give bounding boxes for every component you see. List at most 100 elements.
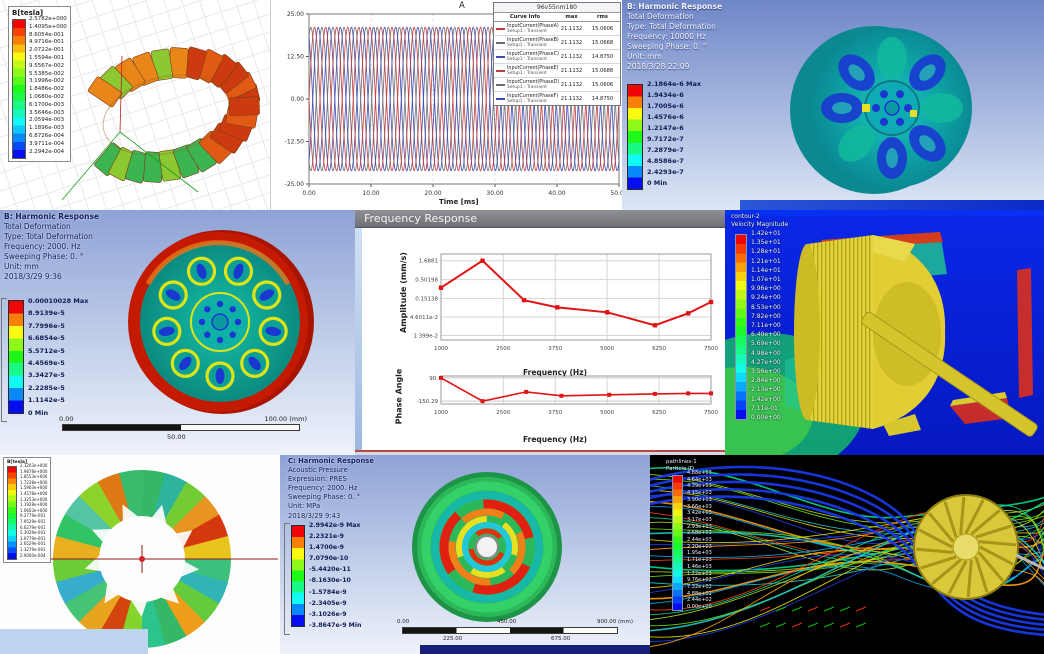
colorbar-value: 5.3029e-001	[20, 530, 46, 536]
svg-text:90.: 90.	[429, 376, 438, 382]
colorbar-value: 0.00e+00	[751, 414, 781, 422]
legend-row: InputCurrent(PhaseD) Setup1 : Transient …	[494, 78, 620, 92]
colorbar-value: 4.4569e-5	[28, 359, 65, 368]
colorbar-value: 4.8586e-7	[647, 157, 684, 165]
colorbar-value: 3.1996e-002	[29, 78, 65, 85]
colorbar-value: 6.6279e-001	[20, 524, 46, 530]
colorbar-value: 8.9139e-5	[28, 309, 65, 318]
pressure-colorbar: 2.9942e-9 Max 2.2321e-9 1.4700e-9 7.0790e-1…	[291, 522, 361, 631]
curve-setup: Setup1 : Transient	[507, 42, 547, 48]
panel-cfd-velocity: contour-2 Velocity Magnitude 1.42e+01 1.35…	[725, 210, 1044, 455]
info-line: Frequency: 2000. Hz	[4, 242, 81, 252]
chart-title: A	[459, 1, 465, 11]
svg-text:7500: 7500	[704, 410, 718, 416]
info-line: Sweeping Phase: 0. °	[288, 493, 361, 502]
field-legend: B[tesla] 2.1203e+000 1.9878e+000 1.8553e+0…	[3, 457, 52, 563]
colorbar-value: 1.35e+01	[751, 239, 781, 247]
panel-harmonic-2000: B: Harmonic Response Total Deformation Typ…	[0, 210, 355, 455]
colorbar-value: 9.96e+00	[751, 285, 781, 293]
colorbar-value: -1.5784e-9	[309, 588, 347, 596]
info-line: 2018/3/29 9:36	[4, 272, 62, 282]
svg-text:30.00: 30.00	[486, 190, 503, 197]
colorbar-value: -3.1026e-9	[309, 610, 347, 618]
colorbar-value: 3.90e+03	[687, 496, 712, 503]
colorbar-value: 1.4576e-6	[647, 113, 684, 121]
info-line: Type: Total Deformation	[4, 232, 93, 242]
colorbar-value: 1.5594e-001	[29, 54, 65, 61]
colorbar-value: 2.5782e+000	[29, 16, 67, 22]
x-axis-label: Time [ms]	[439, 198, 479, 206]
curve-color-swatch	[496, 41, 505, 44]
deformation-colorbar: 0.00010028 Max 8.9139e-5 7.7996e-5 6.6854e-…	[8, 297, 88, 419]
colorbar-value: 2.93e+03	[687, 523, 712, 530]
colorbar-value: 2.68e+03	[687, 530, 712, 537]
colorbar-swatches	[627, 84, 643, 190]
panel-harmonic-10000: B: Harmonic Response Total Deformation Typ…	[622, 0, 1044, 210]
colorbar-value: 1.9434e-6	[647, 91, 684, 99]
field-legend: B[tesla] 2.5782e+000 1.4095e+000 8.6054e-0…	[8, 6, 71, 162]
panel-acoustic: C: Harmonic Response Acoustic Pressure Exp…	[280, 455, 650, 654]
info-line: 2018/3/28 22:09	[627, 62, 690, 72]
info-line: Total Deformation	[4, 222, 71, 232]
plot-window-label[interactable]: 96v55nm180	[494, 3, 620, 13]
result-info: C: Harmonic Response Acoustic Pressure Exp…	[288, 457, 374, 521]
colorbar-value: 2.0594e-003	[29, 117, 65, 124]
curve-rms: 15.0606	[591, 25, 614, 32]
curve-max: 21.1132	[560, 67, 583, 74]
colorbar-labels: 0.00010028 Max 8.9139e-5 7.7996e-5 6.6854e-…	[28, 295, 88, 419]
colorbar-value: 6.6854e-5	[28, 334, 65, 343]
svg-text:1000: 1000	[434, 410, 448, 416]
legend-row: InputCurrent(PhaseC) Setup1 : Transient …	[494, 50, 620, 64]
svg-text:0.00: 0.00	[302, 190, 316, 197]
bottom-blue-strip	[740, 200, 1044, 210]
field-colorbar	[12, 19, 26, 159]
colorbar-value: 1.9878e+000	[20, 468, 48, 474]
colorbar-value: 1.42e+00	[751, 395, 781, 403]
colorbar-value: 2.9942e-9 Max	[309, 522, 361, 529]
window-titlebar[interactable]: Frequency Response	[355, 210, 725, 228]
colorbar-value: 9.7172e-7	[647, 135, 684, 143]
colorbar-value: 1.3279e-001	[20, 546, 46, 552]
colorbar-value: 1.1896e-003	[29, 125, 65, 132]
svg-text:12.50: 12.50	[287, 54, 304, 61]
svg-text:5000: 5000	[600, 410, 614, 416]
colorbar-value: 4.88e+02	[687, 590, 712, 597]
colorbar-value: 2.1864e-6 Max	[647, 80, 702, 88]
colorbar-value: 1.71e+03	[687, 557, 712, 564]
legend-row: InputCurrent(PhaseE) Setup1 : Transient …	[494, 64, 620, 78]
legend-title-line: contour-2	[731, 213, 760, 220]
panel-transient-plot: 0.00 10.00 20.00 30.00 40.00 50.00 25.00 12.50 0…	[270, 0, 623, 210]
svg-text:3750: 3750	[548, 346, 562, 352]
svg-text:6250: 6250	[652, 346, 666, 352]
colorbar-value: 7.11e+00	[751, 322, 781, 330]
field-legend-title: B[tesla]	[7, 460, 28, 465]
curve-max: 21.1132	[560, 81, 583, 88]
svg-text:3750: 3750	[548, 410, 562, 416]
colorbar-value: 2.1203e+000	[20, 463, 48, 468]
info-line: Frequency: 10000 Hz	[627, 32, 706, 42]
legend-title-line: pathlines-1	[666, 459, 697, 465]
curve-max: 21.1132	[560, 39, 583, 46]
svg-text:-150.29: -150.29	[417, 399, 439, 405]
field-colorbar-labels: 2.1203e+000 1.9878e+000 1.8553e+000 1.7228e…	[20, 463, 47, 558]
info-line: 2018/3/29 9:43	[288, 511, 341, 520]
colorbar-value: 7.7996e-5	[28, 321, 65, 330]
curve-rms: 14.8750	[591, 53, 614, 60]
colorbar-value: -5.4420e-11	[309, 566, 351, 574]
colorbar-value: 2.44e+02	[687, 597, 712, 604]
colorbar-value: 1.2147e-6	[647, 124, 684, 132]
colorbar-value: 8.53e+00	[751, 303, 781, 311]
deformation-colorbar: 2.1864e-6 Max 1.9434e-6 1.7005e-6 1.4576e-6…	[627, 80, 701, 190]
colorbar-value: 7.32e+02	[687, 583, 712, 590]
colorbar-value: 9.2779e-001	[20, 513, 46, 519]
info-line: Sweeping Phase: 0. °	[627, 42, 707, 52]
colorbar-value: -2.3405e-9	[309, 599, 347, 607]
svg-text:1000: 1000	[434, 346, 448, 352]
curve-color-swatch	[496, 55, 505, 58]
colorbar-value: 1.3253e+000	[20, 496, 48, 502]
curve-name: InputCurrent(PhaseB)	[507, 37, 559, 43]
deformation-disc-render	[790, 26, 972, 194]
panel-frequency-response: Frequency Response 1000 2500 3750 5000 6250 7…	[355, 210, 725, 455]
colorbar-value: 1.07e+01	[751, 276, 781, 284]
